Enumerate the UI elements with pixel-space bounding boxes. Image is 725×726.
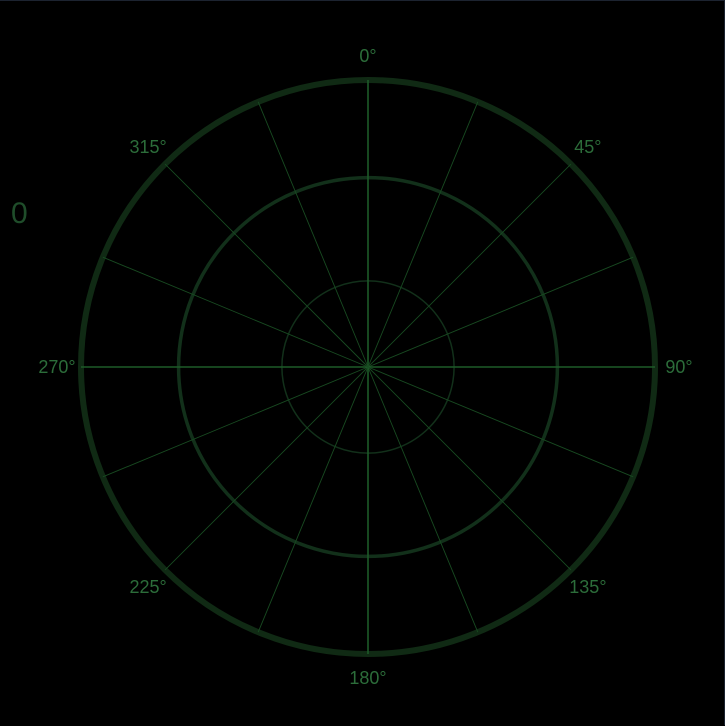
- range-readout: 0: [11, 197, 28, 230]
- bearing-label: 180°: [349, 668, 386, 688]
- bearing-label: 0°: [359, 46, 376, 66]
- bearing-spoke: [257, 101, 369, 368]
- bearing-label: 225°: [129, 577, 166, 597]
- bearing-spoke: [102, 366, 369, 478]
- bearing-spoke: [367, 366, 572, 571]
- bearing-spoke: [164, 163, 369, 368]
- bearing-spoke: [102, 256, 369, 368]
- bearing-spoke: [367, 163, 572, 368]
- bearing-label: 270°: [38, 357, 75, 377]
- bearing-label: 315°: [129, 137, 166, 157]
- bearing-label: 90°: [665, 357, 692, 377]
- bearing-label: 45°: [574, 137, 601, 157]
- bearing-spoke: [367, 366, 479, 633]
- bearing-labels: 0° 45° 90° 135° 180° 225° 270° 315°: [38, 46, 692, 688]
- bearing-label: 135°: [569, 577, 606, 597]
- bearing-spoke: [367, 366, 634, 478]
- bearing-spokes: [81, 80, 655, 654]
- bearing-spoke: [367, 101, 479, 368]
- bearing-spoke: [257, 366, 369, 633]
- bearing-spoke: [164, 366, 369, 571]
- bearing-spoke: [367, 256, 634, 368]
